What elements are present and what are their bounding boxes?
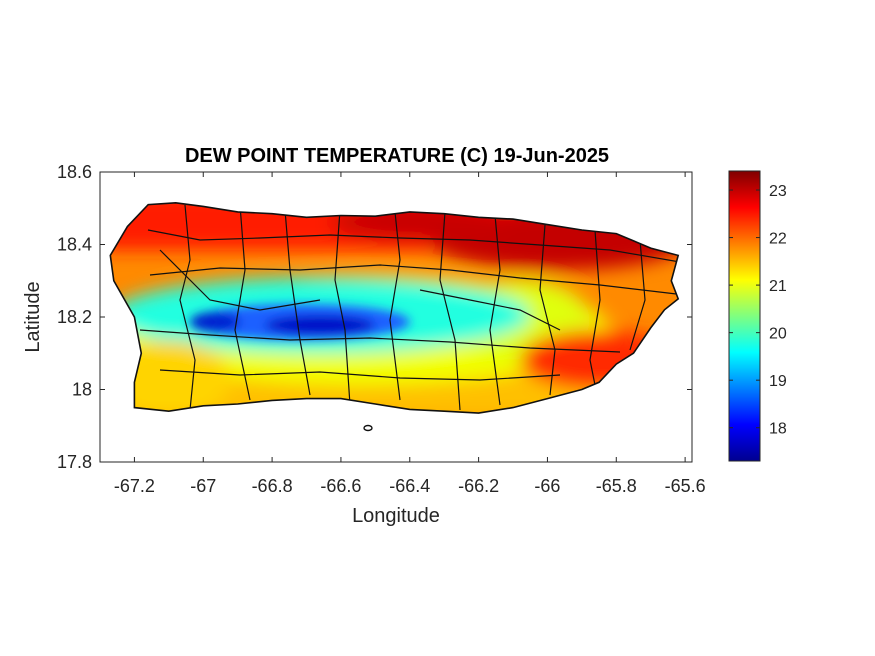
border-line: [159, 249, 321, 311]
y-tick-label: 18.6: [57, 162, 92, 182]
border-line: [489, 214, 501, 406]
x-tick-label: -66.4: [389, 476, 430, 496]
field-dry-core: [265, 315, 375, 335]
y-axis: 17.8 18 18.2 18.4 18.6: [57, 162, 692, 472]
border-line: [284, 209, 311, 396]
colorbar-tick-label: 23: [769, 183, 787, 200]
border-line: [159, 369, 561, 381]
colorbar-tick-label: 22: [769, 231, 787, 248]
x-tick-label: -66: [534, 476, 560, 496]
border-line: [334, 209, 351, 406]
x-tick-label: -66.6: [320, 476, 361, 496]
plot-area: -67.2 -67 -66.8 -66.6 -66.4 -66.2 -66 -65.8 -65.…: [57, 162, 706, 496]
island-outline: [109, 201, 680, 414]
colorbar-tick-label: 18: [769, 421, 787, 438]
border-line: [539, 224, 556, 396]
border-line: [589, 229, 601, 386]
x-axis-label: Longitude: [352, 505, 440, 527]
x-tick-label: -67: [190, 476, 216, 496]
colorbar-ticks: 18 19 20 21 22 23: [729, 183, 787, 438]
y-tick-label: 18.2: [57, 307, 92, 327]
border-line: [139, 329, 621, 353]
border-line: [389, 211, 401, 401]
x-tick-label: -66.8: [252, 476, 293, 496]
y-axis-label: Latitude: [22, 281, 44, 352]
border-line: [419, 289, 561, 331]
border-line: [149, 264, 679, 296]
field-dry-west: [190, 312, 240, 332]
y-tick-label: 18: [72, 380, 92, 400]
border-line: [629, 239, 646, 351]
colorbar-tick-label: 20: [769, 326, 787, 343]
chart-title: DEW POINT TEMPERATURE (C) 19-Jun-2025: [185, 145, 609, 167]
municipal-borders: [139, 204, 679, 411]
border-line: [439, 211, 461, 411]
x-tick-label: -65.8: [596, 476, 637, 496]
caja-de-muertos-island: [363, 424, 373, 432]
colorbar-tick-label: 21: [769, 278, 787, 295]
colorbar-bar: [728, 170, 761, 462]
border-line: [234, 204, 251, 401]
x-axis: -67.2 -67 -66.8 -66.6 -66.4 -66.2 -66 -65.8 -65.…: [114, 172, 706, 496]
x-tick-label: -66.2: [458, 476, 499, 496]
border-line: [179, 204, 196, 411]
colorbar: 18 19 20 21 22 23: [728, 170, 787, 462]
colorbar-tick-label: 19: [769, 373, 787, 390]
border-line: [147, 229, 679, 263]
x-tick-label: -67.2: [114, 476, 155, 496]
x-tick-label: -65.6: [665, 476, 706, 496]
y-tick-label: 18.4: [57, 235, 92, 255]
y-tick-label: 17.8: [57, 452, 92, 472]
